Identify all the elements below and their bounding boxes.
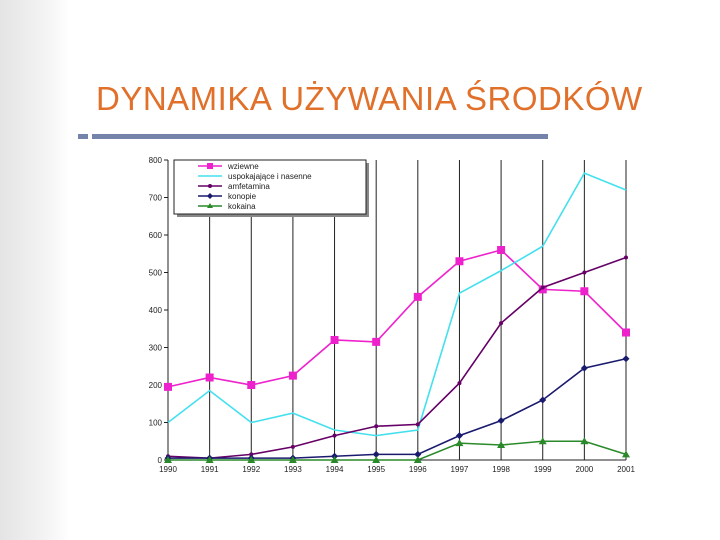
y-tick-label-400: 400 <box>149 306 163 315</box>
point-0-1990 <box>164 382 172 391</box>
legend-label-0: wziewne <box>227 162 259 171</box>
title-rule <box>92 134 548 139</box>
point-2-2001 <box>624 255 628 260</box>
point-3-2001 <box>622 355 630 363</box>
point-2-1999 <box>540 285 545 290</box>
point-0-1997 <box>455 257 464 266</box>
point-3-1997 <box>455 432 463 440</box>
point-3-1999 <box>539 396 547 404</box>
point-2-1997 <box>457 381 462 386</box>
series-line-2 <box>167 256 627 459</box>
point-3-1996 <box>414 450 422 458</box>
point-0-1992 <box>247 381 256 389</box>
series-line-4 <box>168 440 627 461</box>
point-4-1995 <box>372 456 381 463</box>
x-tick-label-1992: 1992 <box>242 465 260 474</box>
y-tick-label-600: 600 <box>149 231 163 240</box>
legend-label-1: uspokajające i nasenne <box>228 172 312 181</box>
point-4-2000 <box>580 437 589 445</box>
point-4-1991 <box>205 456 214 463</box>
point-2-1998 <box>499 321 504 326</box>
x-tick-label-1997: 1997 <box>451 465 469 474</box>
y-tick-label-100: 100 <box>149 419 163 428</box>
y-tick-label-0: 0 <box>158 456 163 465</box>
y-axis-ticks: 0 100 200 300 400 500 600 700 800 <box>149 156 168 465</box>
x-tick-label-1994: 1994 <box>326 465 344 474</box>
point-4-1996 <box>413 456 422 463</box>
point-2-1996 <box>415 422 420 427</box>
y-tick-label-800: 800 <box>149 156 163 165</box>
y-tick-label-500: 500 <box>149 269 163 278</box>
y-tick-label-300: 300 <box>149 344 163 353</box>
title-rule-accent <box>78 134 88 139</box>
legend-marker-0 <box>207 163 213 169</box>
point-0-1995 <box>372 337 381 346</box>
x-tick-label-1998: 1998 <box>492 465 510 474</box>
legend-label-4: kokaina <box>228 202 256 211</box>
x-tick-label-2001: 2001 <box>617 465 635 474</box>
point-0-1991 <box>205 373 214 382</box>
legend-label-3: konopie <box>228 192 257 201</box>
chart-grid <box>167 160 627 460</box>
point-0-1996 <box>413 292 422 301</box>
point-4-1990 <box>164 456 172 463</box>
point-2-2000 <box>582 270 587 275</box>
point-4-1998 <box>497 441 506 448</box>
point-4-1997 <box>455 439 464 447</box>
x-tick-label-1993: 1993 <box>284 465 302 474</box>
x-tick-label-1996: 1996 <box>409 465 427 474</box>
x-tick-label-1991: 1991 <box>201 465 219 474</box>
point-2-1995 <box>374 424 379 429</box>
legend-marker-3 <box>207 193 213 199</box>
legend-marker-2 <box>208 184 212 188</box>
point-4-1994 <box>330 456 339 463</box>
x-tick-label-1990: 1990 <box>159 465 177 474</box>
point-4-2001 <box>622 450 630 458</box>
x-tick-label-2000: 2000 <box>575 465 593 474</box>
series-line-3 <box>168 357 627 459</box>
x-tick-label-1995: 1995 <box>367 465 385 474</box>
point-2-1993 <box>290 444 295 449</box>
point-3-1995 <box>372 450 380 458</box>
point-0-1993 <box>288 371 297 380</box>
x-tick-label-1999: 1999 <box>534 465 552 474</box>
slide-left-bar <box>0 0 70 540</box>
point-3-1998 <box>497 417 505 425</box>
point-0-1998 <box>497 246 506 254</box>
point-4-1992 <box>247 456 256 463</box>
x-axis-ticks: 1990 1991 1992 1993 1994 1995 1996 1997 1998 1999… <box>159 465 635 474</box>
point-3-2000 <box>580 364 588 372</box>
point-0-2001 <box>622 328 630 337</box>
y-tick-label-700: 700 <box>149 194 163 203</box>
point-2-1994 <box>332 433 337 438</box>
point-4-1993 <box>288 456 297 463</box>
legend-marker-4 <box>207 203 213 208</box>
point-0-2000 <box>580 287 589 296</box>
chart-series <box>164 172 630 463</box>
legend-label-2: amfetamina <box>228 182 270 191</box>
point-0-1994 <box>330 336 339 344</box>
legend-box <box>173 159 367 215</box>
slide-title: DYNAMIKA UŻYWANIA ŚRODKÓW <box>96 80 643 117</box>
point-4-1999 <box>538 437 547 445</box>
series-line-1 <box>167 172 627 437</box>
point-2-1992 <box>249 452 254 457</box>
series-line-0 <box>167 249 627 388</box>
y-tick-label-200: 200 <box>149 381 163 390</box>
